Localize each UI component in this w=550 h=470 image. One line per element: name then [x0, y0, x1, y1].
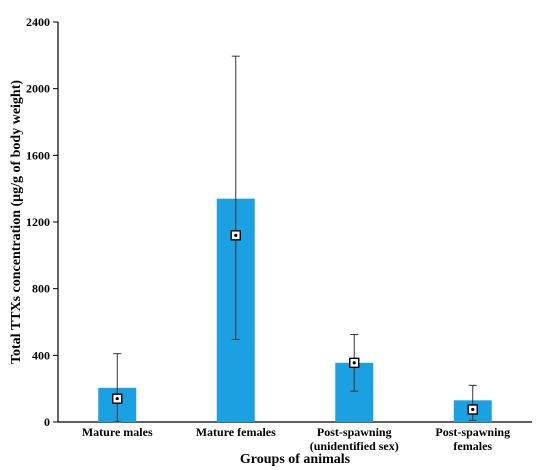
y-tick-label: 1600 [26, 148, 50, 162]
y-tick-label: 400 [32, 348, 50, 362]
y-axis-title: Total TTXs concentration (μg/g of body w… [9, 80, 24, 364]
x-category-label: (unidentified sex) [310, 439, 399, 453]
y-tick-label: 2400 [26, 15, 50, 29]
y-tick-label: 2000 [26, 82, 50, 96]
x-category-label: Post-spawning [317, 425, 392, 439]
x-category-label: Post-spawning [435, 425, 510, 439]
mean-marker-dot [234, 233, 238, 237]
plot-area: 0 400 800 1200 1600 2000 2400 Mature males Matur… [26, 15, 532, 453]
mean-marker-dot [115, 397, 119, 401]
x-category-label: Mature females [196, 425, 276, 439]
x-category-label: females [453, 439, 492, 453]
y-tick-label: 0 [44, 415, 50, 429]
mean-marker-dot [352, 361, 356, 365]
y-tick-label: 800 [32, 282, 50, 296]
x-category-label: Mature males [82, 425, 153, 439]
x-axis-title: Groups of animals [240, 452, 351, 467]
mean-marker-dot [471, 407, 475, 412]
y-tick-label: 1200 [26, 215, 50, 229]
